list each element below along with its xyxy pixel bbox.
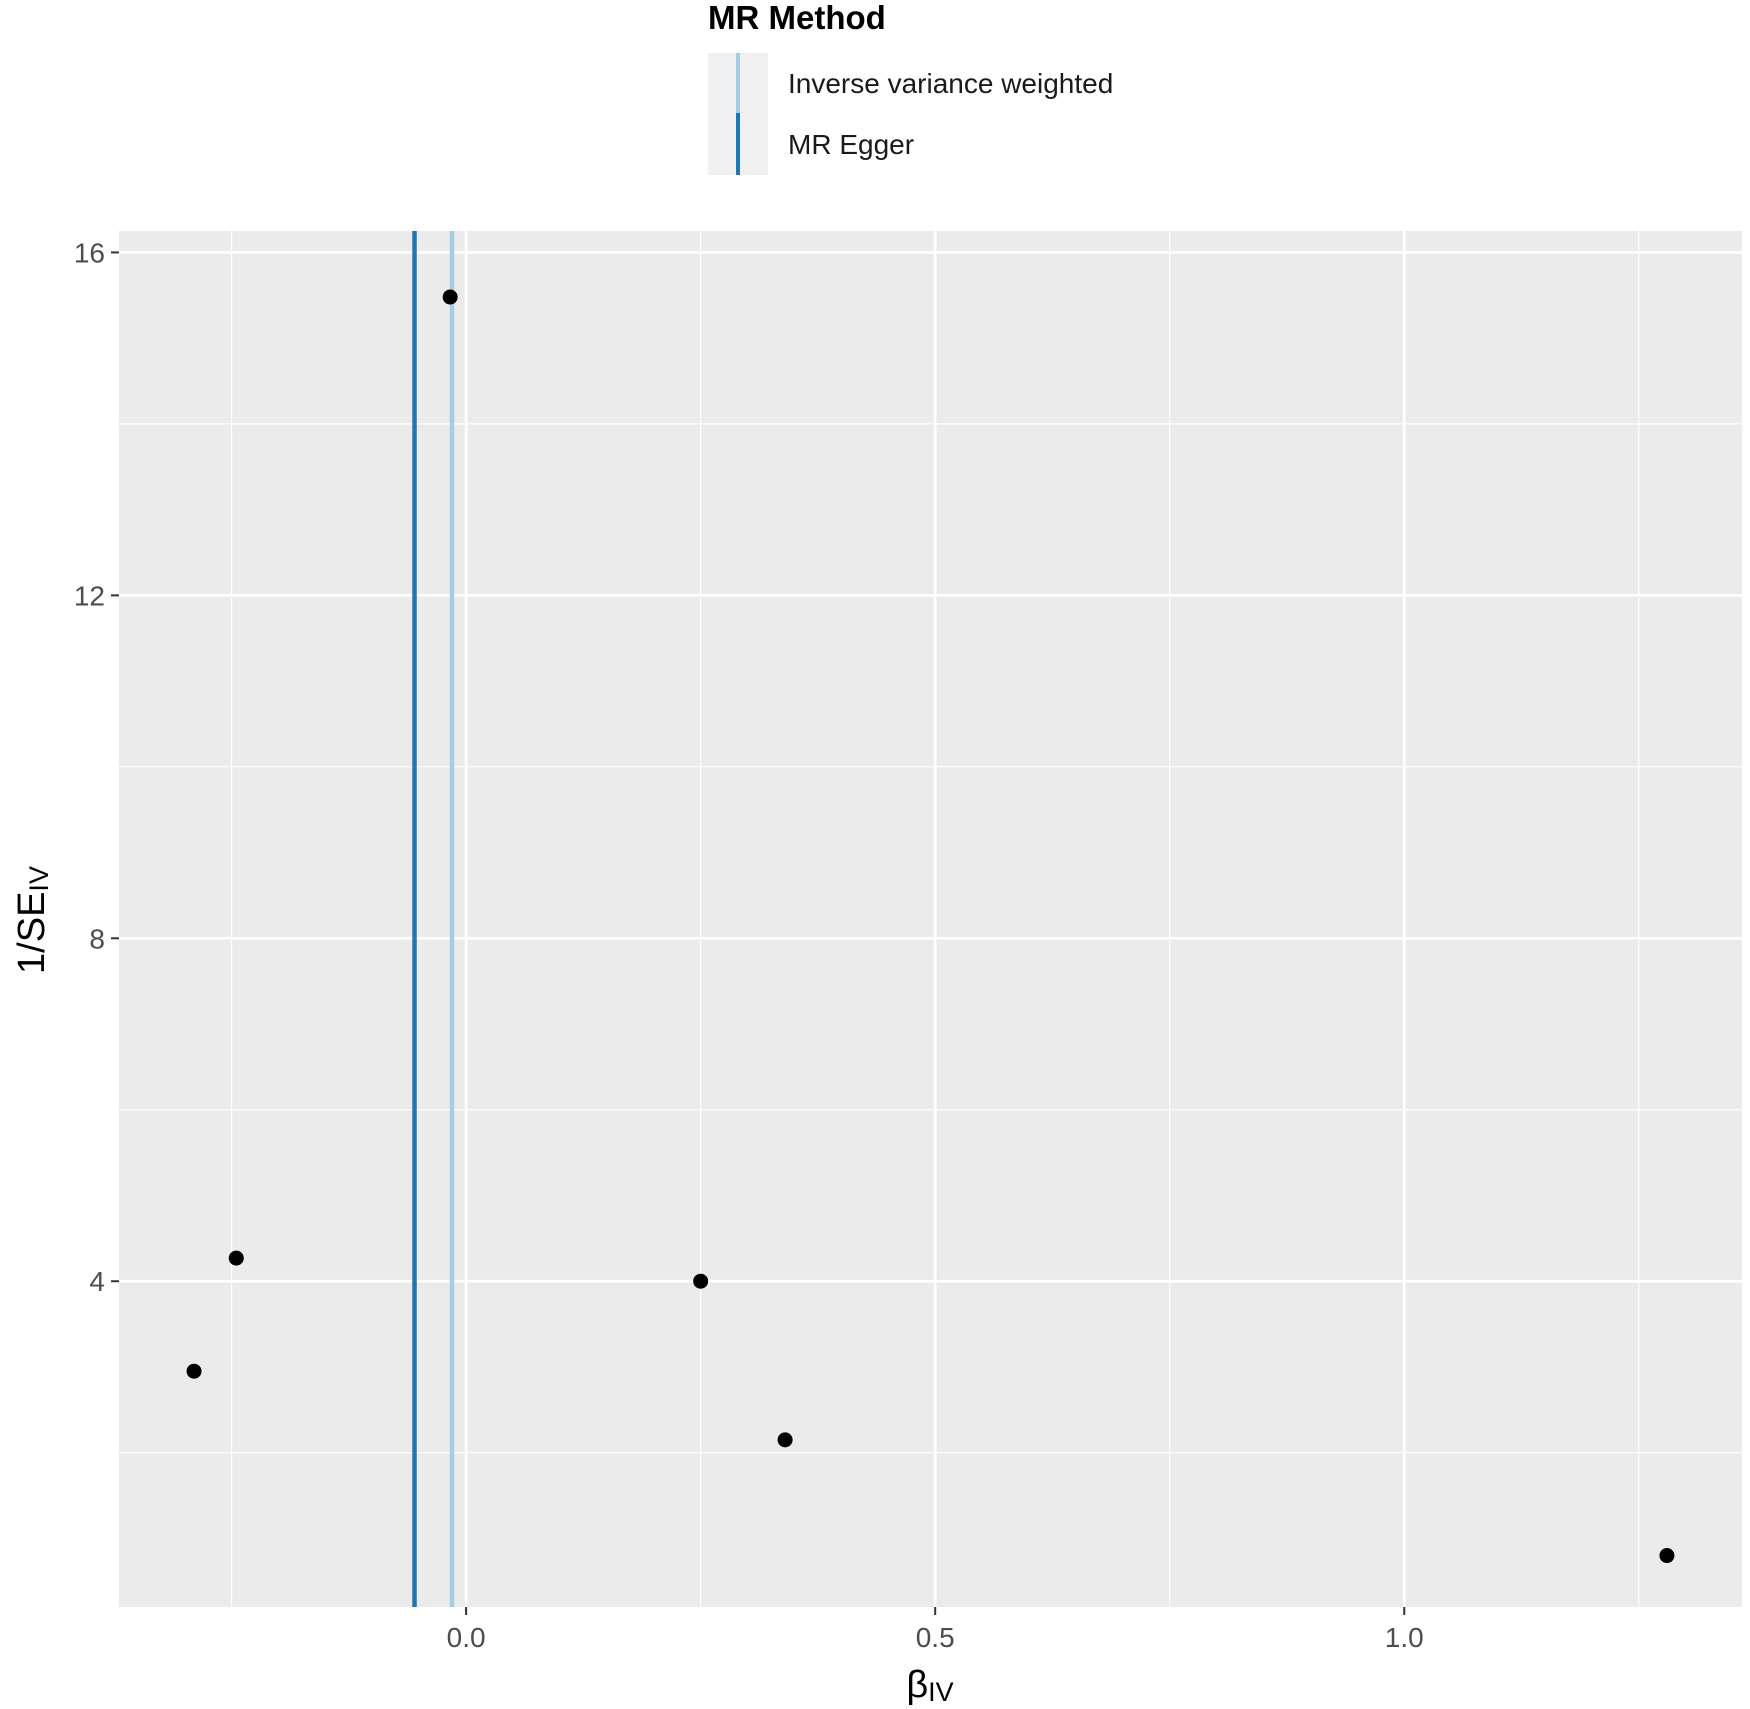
x-axis-title-main: β [906, 1664, 928, 1706]
y-tick-label: 16 [74, 237, 105, 268]
x-axis: 0.0 0.5 1.0 [447, 1607, 1424, 1653]
y-axis: 4 8 12 16 [74, 237, 119, 1297]
legend-label-egger: MR Egger [788, 129, 914, 160]
data-point [186, 1363, 202, 1379]
y-axis-title: 1/SEIV [11, 866, 54, 974]
major-gridlines [119, 231, 1742, 1607]
data-point [693, 1273, 709, 1289]
data-point [777, 1432, 793, 1448]
legend-title: MR Method [708, 0, 886, 36]
x-tick-label: 0.0 [447, 1622, 486, 1653]
method-lines [412, 231, 455, 1607]
data-point [442, 289, 458, 305]
x-tick-label: 1.0 [1385, 1622, 1424, 1653]
y-tick-label: 4 [89, 1266, 105, 1297]
minor-gridlines [119, 231, 1742, 1607]
y-axis-title-main: 1/SE [11, 892, 53, 974]
legend-label-ivw: Inverse variance weighted [788, 68, 1113, 99]
data-point [228, 1250, 244, 1266]
data-points [186, 289, 1675, 1564]
y-tick-label: 8 [89, 923, 105, 954]
x-axis-title-sub: IV [928, 1677, 954, 1707]
legend: MR Method Inverse variance weighted MR E… [708, 0, 1113, 175]
x-tick-label: 0.5 [916, 1622, 955, 1653]
data-point [1659, 1548, 1675, 1564]
plot-panel [119, 231, 1742, 1607]
y-tick-label: 12 [74, 580, 105, 611]
x-axis-title: βIV [906, 1664, 953, 1707]
y-axis-title-sub: IV [24, 866, 54, 892]
